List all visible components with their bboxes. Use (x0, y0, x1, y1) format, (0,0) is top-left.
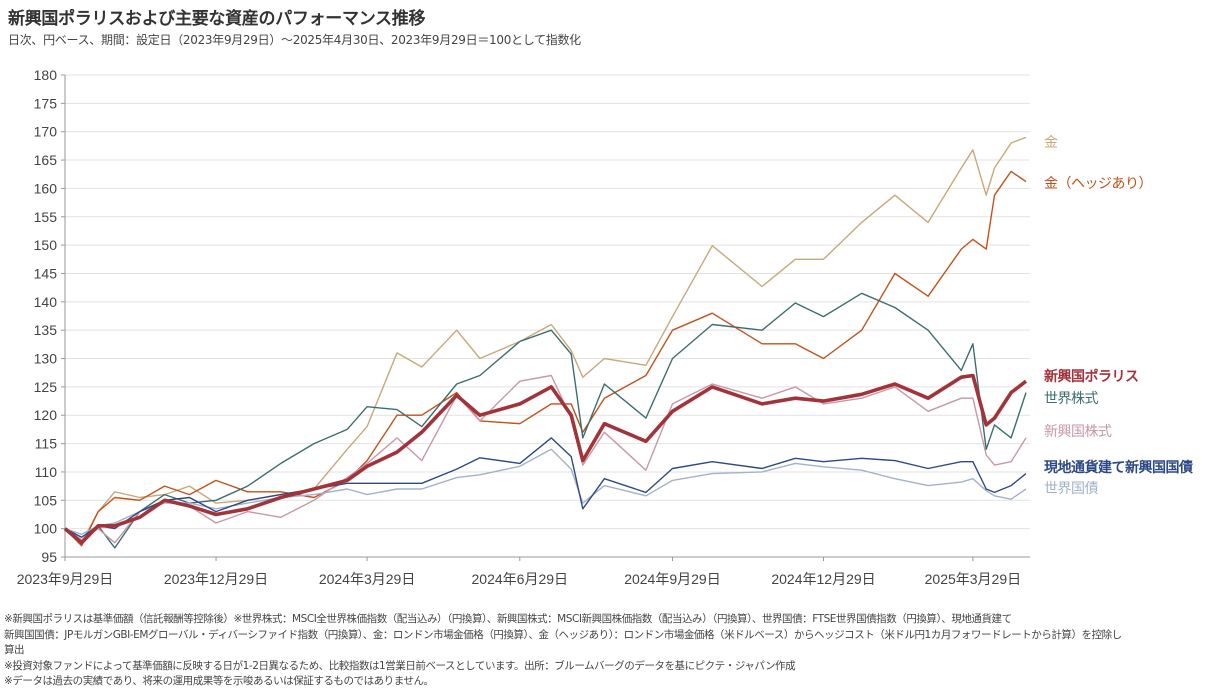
series-label: 世界国債 (1044, 481, 1098, 497)
y-tick-label: 180 (34, 67, 58, 83)
x-tick-label: 2024年12月29日 (771, 571, 875, 587)
y-tick-label: 120 (34, 407, 58, 423)
chart-subtitle: 日次、円ベース、期間：設定日（2023年9月29日）～2025年4月30日、20… (8, 33, 581, 47)
y-tick-label: 140 (34, 294, 58, 310)
series-lines (63, 136, 1028, 549)
x-tick-label: 2024年6月29日 (472, 571, 569, 587)
y-tick-label: 105 (34, 492, 58, 508)
y-tick-label: 155 (34, 209, 58, 225)
y-tick-label: 135 (34, 322, 58, 338)
series-line (64, 448, 1027, 535)
series-line (64, 437, 1027, 538)
y-tick-label: 110 (35, 464, 58, 480)
x-tick-label: 2024年3月29日 (319, 571, 416, 587)
x-tick-label: 2025年3月29日 (925, 571, 1022, 587)
x-tick-label: 2023年12月29日 (164, 571, 268, 587)
y-tick-label: 130 (34, 351, 58, 367)
footnote-line: ※新興国ポラリスは基準価額（信託報酬等控除後）※世界株式：MSCI全世界株価指数… (4, 613, 1012, 625)
y-tick-label: 115 (35, 436, 58, 452)
y-tick-label: 170 (34, 124, 58, 140)
x-tick-label: 2024年9月29日 (624, 571, 721, 587)
y-tick-label: 150 (34, 237, 58, 253)
series-label: 世界株式 (1044, 391, 1098, 407)
series-line (64, 136, 1027, 544)
y-tick-label: 165 (34, 152, 58, 168)
y-tick-label: 145 (34, 265, 58, 281)
series-label: 新興国株式 (1044, 424, 1112, 440)
x-axis-ticks: 2023年9月29日 2023年12月29日 2024年3月29日 2024年6月29… (17, 557, 1021, 587)
line-chart: 95 100 105 110 115 120 125 130 135 140 145 150 155 16… (17, 67, 1194, 587)
footnote-line: ※投資対象ファンドによって基準価額に反映する日が1-2日異なるため、比較指数は1… (4, 659, 796, 672)
y-tick-label: 125 (34, 379, 58, 395)
footnote-line: 算出 (4, 644, 25, 656)
series-label: 新興国ポラリス (1044, 368, 1139, 385)
series-label: 金（ヘッジあり） (1044, 176, 1152, 192)
chart-title: 新興国ポラリスおよび主要な資産のパフォーマンス推移 (8, 9, 426, 29)
footnote-line: ※データは過去の実績であり、将来の運用成果等を示唆あるいは保証するものではありま… (4, 675, 434, 687)
y-tick-label: 175 (34, 95, 58, 111)
x-tick-label: 2023年9月29日 (17, 571, 114, 587)
gridlines (64, 74, 1030, 558)
series-label: 現地通貨建て新興国国債 (1044, 459, 1193, 476)
footnotes: ※新興国ポラリスは基準価額（信託報酬等控除後）※世界株式：MSCI全世界株価指数… (4, 612, 1214, 690)
y-tick-label: 100 (34, 521, 58, 537)
footnote-line: 新興国国債：JPモルガンGBI-EMグローバル・ディバーシファイド指数（円換算）… (4, 628, 1122, 641)
y-axis-ticks: 95 100 105 110 115 120 125 130 135 140 145 150 155 16… (34, 67, 65, 565)
series-line (63, 373, 1028, 545)
series-line (64, 292, 1027, 549)
y-tick-label: 160 (34, 180, 58, 196)
series-line (64, 170, 1027, 547)
series-label: 金 (1044, 135, 1058, 151)
y-tick-label: 95 (41, 549, 57, 565)
